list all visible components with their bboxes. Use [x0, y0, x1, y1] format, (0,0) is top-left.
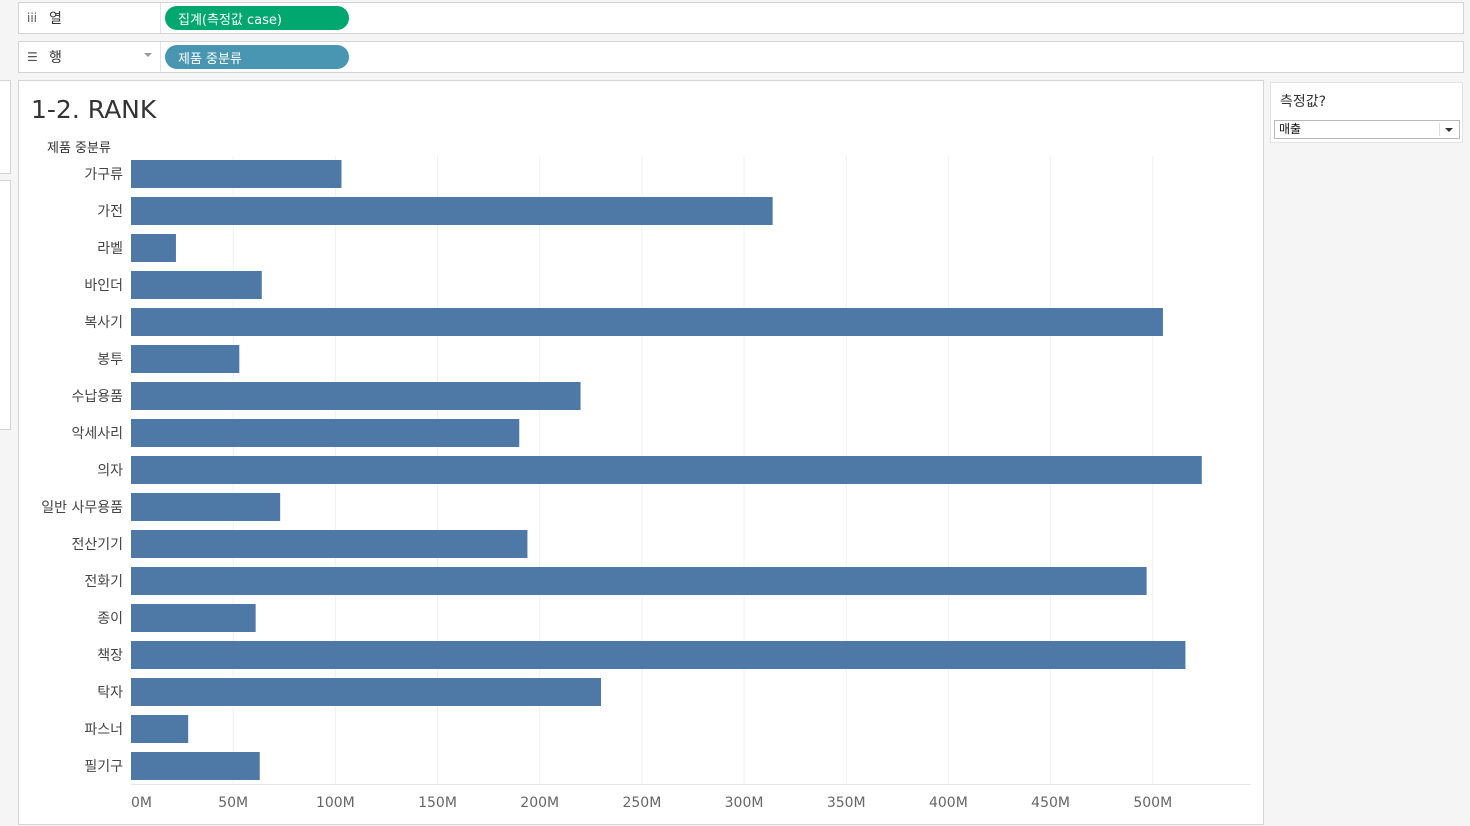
category-label: 책장	[97, 648, 123, 664]
left-card-edge	[0, 180, 11, 430]
bar	[131, 493, 281, 521]
columns-shelf-label: iii 열	[19, 3, 161, 33]
bar	[131, 345, 240, 373]
x-tick-label: 200M	[520, 795, 559, 811]
row-field-header: 제품 중분류	[47, 141, 111, 156]
x-tick-label: 300M	[725, 795, 764, 811]
category-label: 봉투	[97, 352, 123, 368]
category-label: 복사기	[84, 315, 123, 331]
bar	[131, 678, 602, 706]
x-tick-label: 500M	[1133, 795, 1172, 811]
bar	[131, 530, 528, 558]
bar	[131, 234, 176, 262]
category-label: 라벨	[97, 241, 123, 257]
bar	[131, 641, 1186, 669]
category-label: 의자	[97, 463, 123, 479]
product-subcategory-pill[interactable]: 제품 중분류	[165, 45, 349, 69]
chevron-down-icon[interactable]	[1445, 128, 1453, 132]
category-label: 악세사리	[71, 426, 123, 442]
parameter-control: 측정값? 매출	[1270, 82, 1463, 143]
category-label: 탁자	[97, 685, 123, 701]
parameter-selected-value: 매출	[1279, 122, 1302, 136]
x-tick-label: 350M	[827, 795, 866, 811]
bar	[131, 715, 189, 743]
x-tick-label: 150M	[418, 795, 457, 811]
bar	[131, 382, 581, 410]
rows-label: 행	[49, 50, 62, 66]
x-tick-label: 50M	[218, 795, 248, 811]
columns-label: 열	[49, 11, 62, 27]
x-tick-label: 400M	[929, 795, 968, 811]
x-tick-label: 450M	[1031, 795, 1070, 811]
rows-shelf-label: ☰ 행	[19, 42, 161, 72]
category-label: 필기구	[84, 759, 123, 775]
category-label: 가전	[97, 204, 123, 220]
rows-icon: ☰	[27, 50, 38, 64]
category-label: 가구류	[84, 167, 123, 183]
bar	[131, 271, 262, 299]
category-label: 파스너	[84, 722, 123, 738]
category-label: 수납용품	[71, 389, 123, 405]
x-tick-label: 250M	[622, 795, 661, 811]
bar	[131, 456, 1202, 484]
bar	[131, 419, 520, 447]
chevron-down-icon[interactable]	[144, 53, 152, 57]
category-label: 일반 사무용품	[41, 500, 123, 516]
x-tick-label: 100M	[316, 795, 355, 811]
category-label: 바인더	[84, 278, 123, 294]
parameter-select[interactable]: 매출	[1274, 120, 1460, 139]
left-panel-edge	[0, 0, 12, 821]
columns-icon: iii	[27, 11, 38, 25]
bar	[131, 752, 260, 780]
sheet-title: 1-2. RANK	[31, 95, 157, 124]
bar	[131, 197, 773, 225]
category-label: 종이	[97, 611, 123, 627]
bar	[131, 604, 256, 632]
category-label: 전산기기	[71, 537, 123, 553]
bar	[131, 160, 342, 188]
bar	[131, 567, 1147, 595]
columns-shelf[interactable]: iii 열 집계(측정값 case)	[18, 2, 1464, 34]
parameter-title: 측정값?	[1280, 94, 1327, 110]
left-card-edge	[0, 80, 11, 174]
rows-shelf[interactable]: ☰ 행 제품 중분류	[18, 41, 1464, 73]
select-divider	[1439, 123, 1440, 136]
x-tick-label: 0M	[131, 795, 152, 811]
bar	[131, 308, 1163, 336]
category-label: 전화기	[84, 574, 123, 590]
measure-case-pill[interactable]: 집계(측정값 case)	[165, 6, 349, 30]
